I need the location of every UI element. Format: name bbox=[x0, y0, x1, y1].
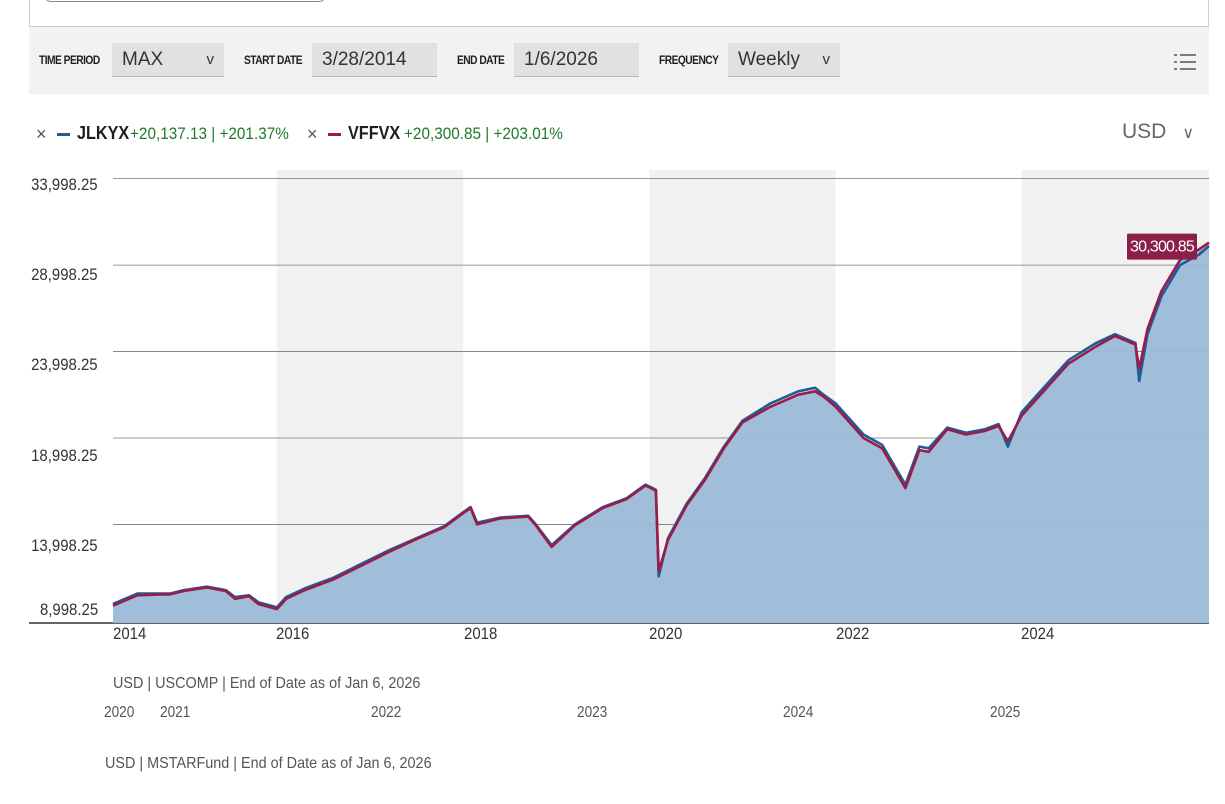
y-tick-label: 18,998.25 bbox=[31, 446, 98, 465]
currency-value: USD bbox=[1122, 120, 1167, 143]
start-date-input[interactable]: 3/28/2014 bbox=[312, 43, 437, 77]
secondary-x-tick: 2024 bbox=[783, 704, 814, 721]
secondary-x-tick: 2022 bbox=[371, 704, 402, 721]
x-tick-label: 2016 bbox=[276, 624, 310, 643]
time-period-value: MAX bbox=[122, 49, 164, 70]
secondary-x-tick: 2023 bbox=[577, 704, 608, 721]
end-date-value: 1/6/2026 bbox=[524, 49, 598, 70]
value-flag-label: 30,300.85 bbox=[1130, 239, 1195, 256]
x-tick-label: 2018 bbox=[464, 624, 498, 643]
remove-series-jlkyx-icon[interactable]: × bbox=[36, 124, 47, 144]
secondary-x-tick: 2025 bbox=[990, 704, 1021, 721]
time-period-select[interactable]: MAX v bbox=[112, 43, 224, 77]
search-box-frame bbox=[29, 0, 1209, 27]
y-tick-label: 23,998.25 bbox=[31, 355, 98, 374]
legend-swatch-vffvx bbox=[328, 133, 341, 136]
x-tick-label: 2022 bbox=[836, 624, 870, 643]
legend-change-vffvx: +20,300.85 | +203.01% bbox=[404, 124, 563, 143]
legend-swatch-jlkyx bbox=[57, 133, 70, 136]
start-date-label: START DATE bbox=[244, 53, 302, 67]
frequency-label: FREQUENCY bbox=[659, 53, 719, 67]
chart-source-note: USD | USCOMP | End of Date as of Jan 6, … bbox=[113, 675, 421, 692]
start-date-value: 3/28/2014 bbox=[322, 49, 407, 70]
end-date-input[interactable]: 1/6/2026 bbox=[514, 43, 639, 77]
chevron-down-icon: v bbox=[822, 51, 831, 68]
chart-toolbar: TIME PERIOD MAX v START DATE 3/28/2014 E… bbox=[29, 27, 1209, 94]
x-tick-label: 2014 bbox=[113, 624, 147, 643]
chevron-down-icon: v bbox=[206, 51, 215, 68]
list-menu-icon[interactable] bbox=[1173, 52, 1197, 72]
series-line-vffvx bbox=[112, 241, 1210, 611]
y-tick-label: 13,998.25 bbox=[31, 536, 98, 555]
legend-change-jlkyx: +20,137.13 | +201.37% bbox=[130, 124, 289, 143]
end-date-label: END DATE bbox=[457, 53, 505, 67]
y-tick-label: 28,998.25 bbox=[31, 265, 98, 284]
time-period-label: TIME PERIOD bbox=[39, 53, 100, 67]
legend-ticker-vffvx: VFFVX bbox=[348, 123, 401, 143]
y-tick-label: 33,998.25 bbox=[31, 175, 98, 194]
currency-select[interactable]: USD ∨ bbox=[1122, 120, 1194, 144]
secondary-x-tick: 2021 bbox=[160, 704, 191, 721]
x-tick-label: 2020 bbox=[649, 624, 683, 643]
x-tick-label: 2024 bbox=[1021, 624, 1055, 643]
secondary-source-note: USD | MSTARFund | End of Date as of Jan … bbox=[105, 755, 432, 772]
value-flag-bg bbox=[1127, 233, 1197, 260]
y-tick-label: 8,998.25 bbox=[39, 600, 98, 619]
legend-ticker-jlkyx: JLKYX bbox=[77, 123, 130, 143]
chevron-down-icon: ∨ bbox=[1182, 125, 1195, 142]
remove-series-vffvx-icon[interactable]: × bbox=[307, 124, 318, 144]
frequency-select[interactable]: Weekly v bbox=[728, 43, 840, 77]
frequency-value: Weekly bbox=[738, 49, 800, 70]
secondary-x-tick: 2020 bbox=[104, 704, 135, 721]
area-fill bbox=[113, 242, 1209, 623]
